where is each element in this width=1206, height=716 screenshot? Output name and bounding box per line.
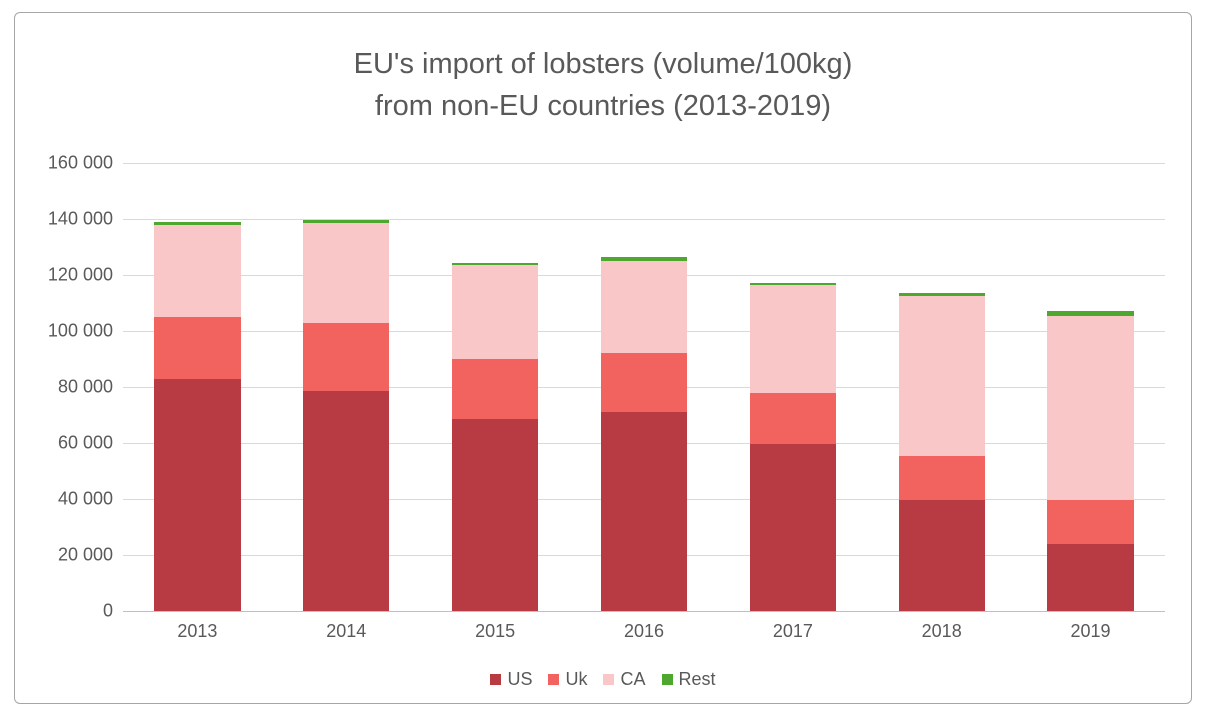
bar-group: 2017 — [750, 163, 836, 611]
bar-segment-ca — [601, 261, 687, 353]
legend-item-uk: Uk — [548, 669, 587, 690]
legend-swatch-uk — [548, 674, 559, 685]
bar-segment-ca — [1047, 316, 1133, 501]
legend-item-ca: CA — [603, 669, 645, 690]
bar-segment-us — [154, 379, 240, 611]
bar-segment-rest — [601, 257, 687, 261]
bar-segment-uk — [452, 359, 538, 419]
legend: US Uk CA Rest — [15, 669, 1191, 690]
legend-label: Rest — [679, 669, 716, 690]
y-tick-label: 80 000 — [58, 377, 123, 398]
legend-swatch-rest — [662, 674, 673, 685]
bar-segment-uk — [601, 353, 687, 412]
legend-item-rest: Rest — [662, 669, 716, 690]
chart-title: EU's import of lobsters (volume/100kg) f… — [15, 43, 1191, 127]
x-tick-label: 2014 — [326, 611, 366, 642]
legend-item-us: US — [490, 669, 532, 690]
bar-segment-uk — [750, 393, 836, 445]
bar-segment-us — [1047, 544, 1133, 611]
bar-segment-ca — [452, 265, 538, 359]
y-tick-label: 120 000 — [48, 265, 123, 286]
legend-swatch-ca — [603, 674, 614, 685]
legend-swatch-us — [490, 674, 501, 685]
y-tick-label: 40 000 — [58, 489, 123, 510]
bar-group: 2014 — [303, 163, 389, 611]
legend-label: US — [507, 669, 532, 690]
x-tick-label: 2016 — [624, 611, 664, 642]
plot-area: 020 00040 00060 00080 000100 000120 0001… — [123, 163, 1165, 611]
bar-segment-uk — [1047, 500, 1133, 543]
chart-title-line1: EU's import of lobsters (volume/100kg) — [15, 43, 1191, 85]
legend-label: Uk — [565, 669, 587, 690]
bar-segment-us — [452, 419, 538, 611]
bar-segment-uk — [154, 317, 240, 379]
bar-segment-us — [899, 500, 985, 611]
bar-group: 2016 — [601, 163, 687, 611]
bar-group: 2019 — [1047, 163, 1133, 611]
chart-container: EU's import of lobsters (volume/100kg) f… — [14, 12, 1192, 704]
bar-group: 2018 — [899, 163, 985, 611]
y-tick-label: 160 000 — [48, 153, 123, 174]
bar-segment-rest — [1047, 311, 1133, 315]
y-tick-label: 0 — [103, 601, 123, 622]
x-tick-label: 2015 — [475, 611, 515, 642]
bar-segment-ca — [899, 296, 985, 456]
x-tick-label: 2019 — [1071, 611, 1111, 642]
bar-segment-rest — [154, 222, 240, 225]
x-tick-label: 2017 — [773, 611, 813, 642]
chart-title-line2: from non-EU countries (2013-2019) — [15, 85, 1191, 127]
bar-segment-ca — [154, 225, 240, 317]
bar-group: 2013 — [154, 163, 240, 611]
y-tick-label: 140 000 — [48, 209, 123, 230]
bar-segment-us — [303, 391, 389, 611]
bar-segment-us — [601, 412, 687, 611]
x-tick-label: 2013 — [177, 611, 217, 642]
bar-segment-uk — [899, 456, 985, 501]
bar-segment-ca — [303, 223, 389, 322]
bar-segment-rest — [303, 220, 389, 223]
bar-segment-rest — [750, 283, 836, 285]
bar-segment-ca — [750, 285, 836, 393]
bar-segment-us — [750, 444, 836, 611]
bar-segment-uk — [303, 323, 389, 392]
y-tick-label: 60 000 — [58, 433, 123, 454]
y-tick-label: 20 000 — [58, 545, 123, 566]
x-tick-label: 2018 — [922, 611, 962, 642]
bar-segment-rest — [899, 293, 985, 296]
legend-label: CA — [620, 669, 645, 690]
bar-segment-rest — [452, 263, 538, 265]
bar-group: 2015 — [452, 163, 538, 611]
y-tick-label: 100 000 — [48, 321, 123, 342]
